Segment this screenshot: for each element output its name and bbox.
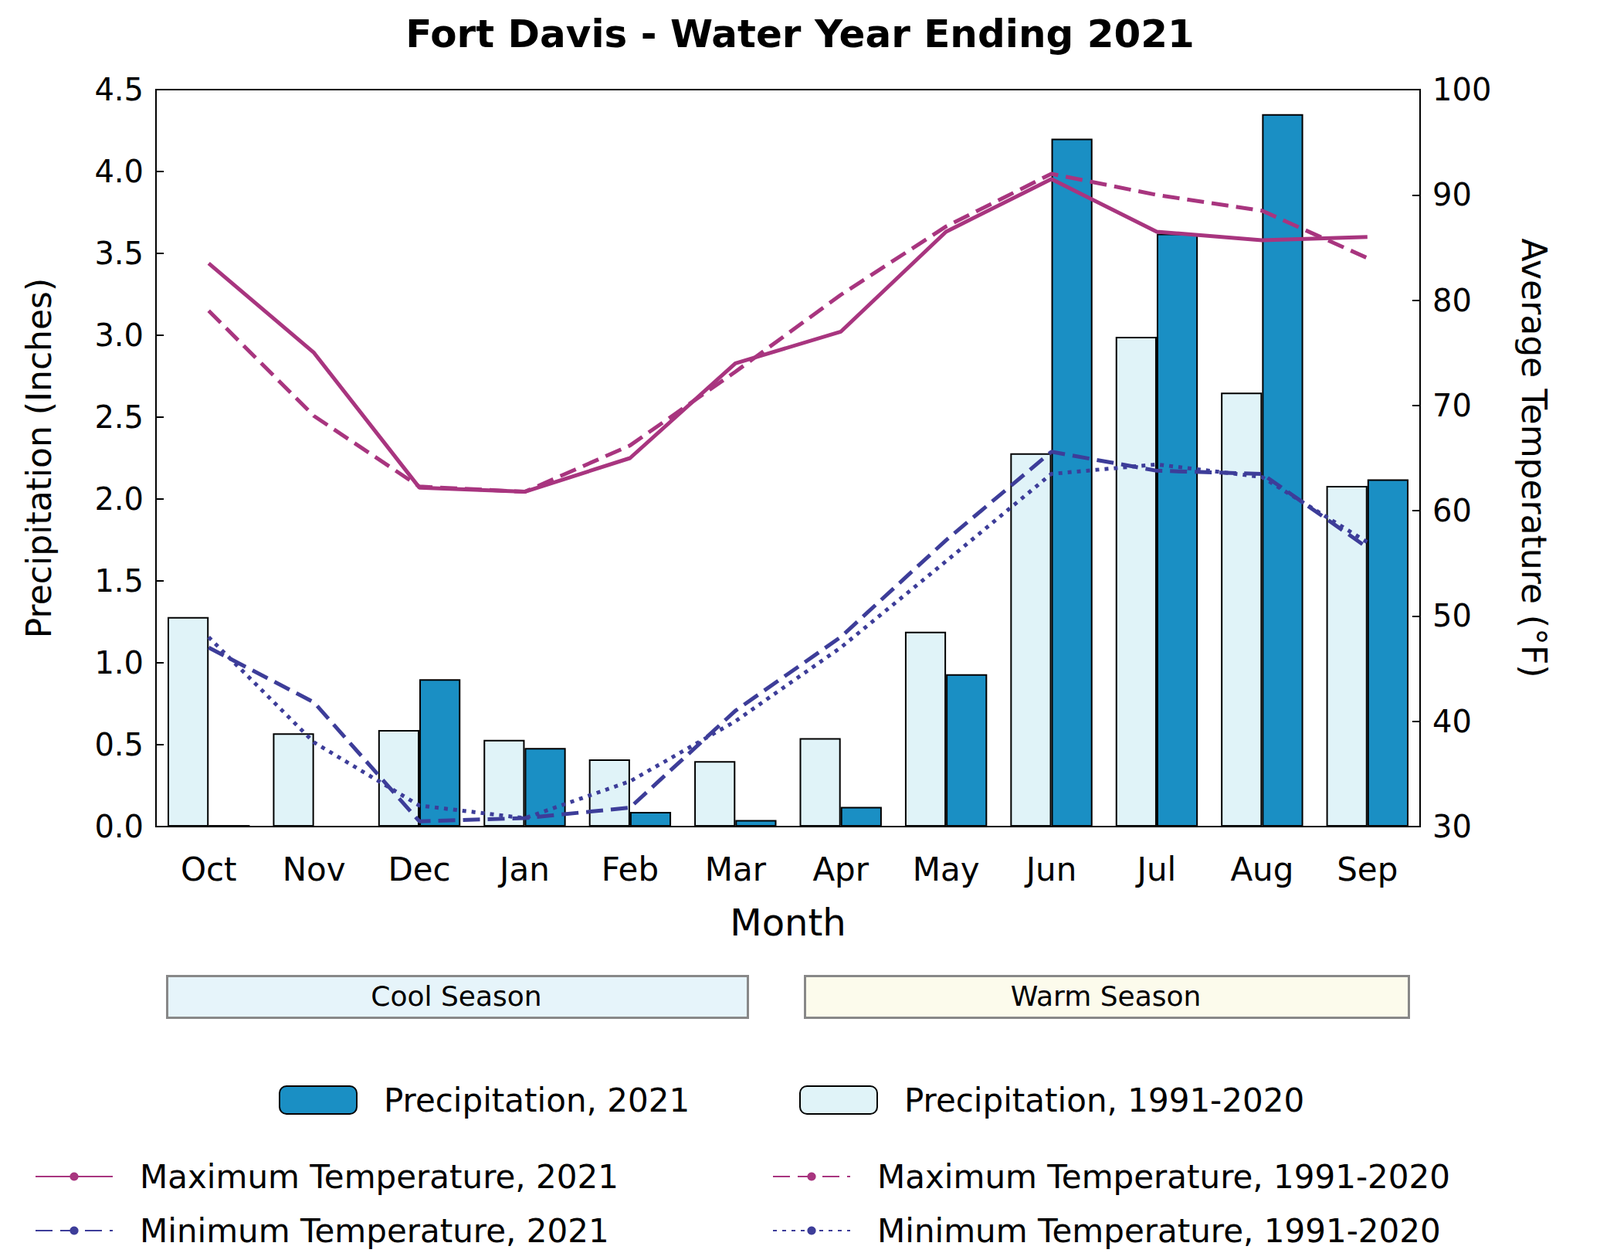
svg-text:0.5: 0.5 <box>94 726 144 763</box>
svg-text:Minimum Temperature, 1991-2020: Minimum Temperature, 1991-2020 <box>877 1211 1441 1250</box>
svg-text:May: May <box>912 850 980 889</box>
svg-text:1.5: 1.5 <box>94 562 144 599</box>
svg-text:60: 60 <box>1432 492 1472 529</box>
svg-text:3.5: 3.5 <box>94 235 144 272</box>
svg-text:Average Temperature (°F): Average Temperature (°F) <box>1514 237 1554 678</box>
svg-text:2.0: 2.0 <box>94 481 144 517</box>
svg-text:3.0: 3.0 <box>94 317 144 353</box>
svg-text:4.5: 4.5 <box>94 71 144 108</box>
svg-text:40: 40 <box>1432 703 1472 739</box>
svg-text:Precipitation (Inches): Precipitation (Inches) <box>19 277 59 638</box>
svg-text:80: 80 <box>1432 282 1472 319</box>
svg-text:Jul: Jul <box>1135 850 1177 889</box>
svg-text:Precipitation, 2021: Precipitation, 2021 <box>383 1081 690 1119</box>
svg-text:Sep: Sep <box>1336 850 1398 889</box>
svg-text:Month: Month <box>729 900 846 944</box>
svg-text:70: 70 <box>1432 387 1472 424</box>
svg-text:Nov: Nov <box>282 850 346 889</box>
svg-text:Warm Season: Warm Season <box>1010 979 1202 1012</box>
svg-text:30: 30 <box>1432 808 1472 845</box>
svg-text:4.0: 4.0 <box>94 153 144 190</box>
svg-text:Cool Season: Cool Season <box>370 979 542 1012</box>
svg-text:Mar: Mar <box>705 850 767 889</box>
svg-text:Feb: Feb <box>601 850 659 889</box>
svg-text:90: 90 <box>1432 176 1472 213</box>
svg-text:Maximum Temperature, 1991-2020: Maximum Temperature, 1991-2020 <box>877 1157 1451 1196</box>
svg-text:Jun: Jun <box>1023 850 1078 889</box>
svg-text:Maximum Temperature, 2021: Maximum Temperature, 2021 <box>139 1157 619 1196</box>
svg-text:0.0: 0.0 <box>94 808 144 845</box>
svg-text:Oct: Oct <box>180 850 238 889</box>
svg-text:Aug: Aug <box>1230 850 1294 889</box>
svg-text:Apr: Apr <box>812 850 869 889</box>
svg-text:50: 50 <box>1432 597 1472 634</box>
svg-text:Jan: Jan <box>497 850 550 889</box>
svg-text:Dec: Dec <box>387 850 451 889</box>
svg-text:Minimum Temperature, 2021: Minimum Temperature, 2021 <box>139 1211 610 1250</box>
svg-text:2.5: 2.5 <box>94 399 144 435</box>
svg-text:Precipitation, 1991-2020: Precipitation, 1991-2020 <box>904 1081 1305 1119</box>
svg-text:1.0: 1.0 <box>94 644 144 681</box>
svg-text:100: 100 <box>1432 71 1492 108</box>
svg-text:Fort Davis - Water Year Ending: Fort Davis - Water Year Ending 2021 <box>405 11 1195 57</box>
